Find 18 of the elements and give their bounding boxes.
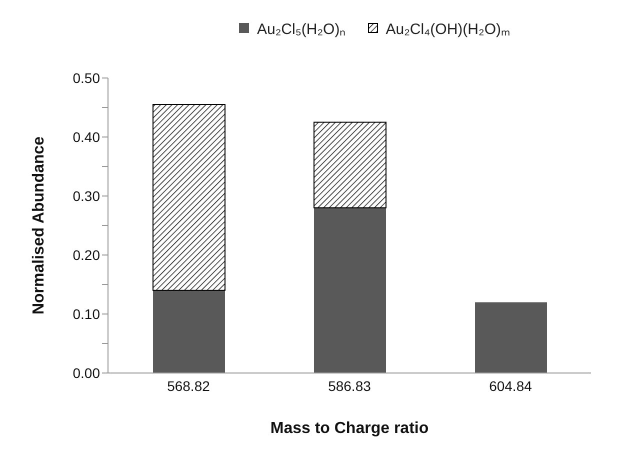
x-tick-label: 604.84 xyxy=(489,378,532,394)
y-tick-label: 0.40 xyxy=(72,128,100,145)
x-tick-label: 586.83 xyxy=(328,378,372,394)
y-tick-label: 0.20 xyxy=(72,246,100,263)
y-tick-label: 0.30 xyxy=(72,188,100,204)
x-axis-title: Mass to Charge ratio xyxy=(270,420,429,437)
legend-label: Au₂Cl₅(H₂O)ₙ xyxy=(256,20,346,38)
bar xyxy=(153,290,225,373)
bar xyxy=(475,302,547,373)
y-tick-label: 0.00 xyxy=(72,364,100,381)
y-axis-title: Normalised Abundance xyxy=(30,136,48,315)
y-tick-label: 0.50 xyxy=(72,70,100,86)
legend-label: Au₂Cl₄(OH)(H₂O)ₘ xyxy=(384,20,510,38)
bar xyxy=(152,104,226,291)
x-tick-label: 568.82 xyxy=(167,378,210,394)
bar xyxy=(314,208,386,373)
bar xyxy=(314,122,386,208)
y-tick-label: 0.10 xyxy=(72,306,100,322)
